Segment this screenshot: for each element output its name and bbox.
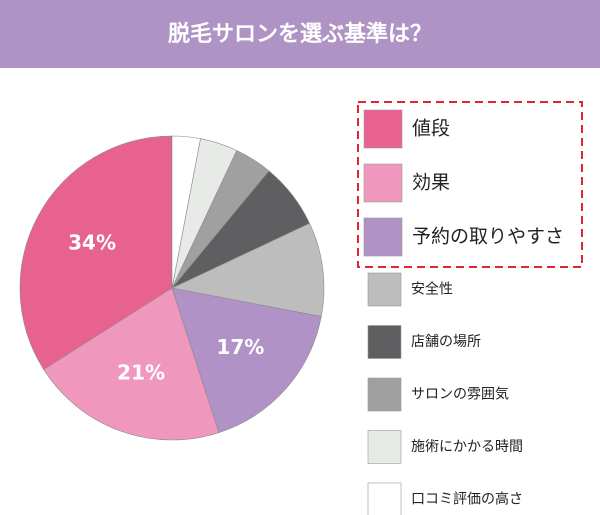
data-label: 34%: [68, 231, 116, 255]
data-label: 17%: [216, 335, 264, 359]
legend-swatch: [367, 272, 402, 307]
pie-slice: [171, 222, 325, 317]
data-label: 21%: [117, 360, 165, 384]
chart-title: 脱毛サロンを選ぶ基準は？: [168, 21, 432, 47]
legend-swatch: [367, 377, 402, 412]
legend-swatch: [363, 163, 403, 203]
legend-label: 安全性: [411, 281, 453, 298]
legend-label: 口コミ評価の高さ: [411, 491, 523, 508]
legend-swatch: [363, 217, 403, 257]
title-bar: [0, 0, 600, 68]
legend-label: サロンの雰囲気: [411, 387, 509, 403]
highlight-box: [357, 101, 583, 268]
legend-swatch: [367, 430, 402, 464]
legend-swatch: [367, 325, 402, 359]
pie-slice: [171, 135, 201, 289]
legend-swatch: [363, 109, 403, 149]
legend-swatch: [367, 482, 402, 515]
legend-label: 店舗の場所: [411, 334, 481, 350]
legend-label: 効果: [412, 172, 450, 194]
pie-slice: [43, 287, 220, 441]
legend-label: 予約の取りやすさ: [412, 226, 564, 248]
pie-slice: [19, 135, 173, 370]
legend-label: 施術にかかる時間: [411, 439, 523, 455]
legend-label: 値段: [412, 118, 450, 140]
pie-slice: [171, 287, 322, 433]
